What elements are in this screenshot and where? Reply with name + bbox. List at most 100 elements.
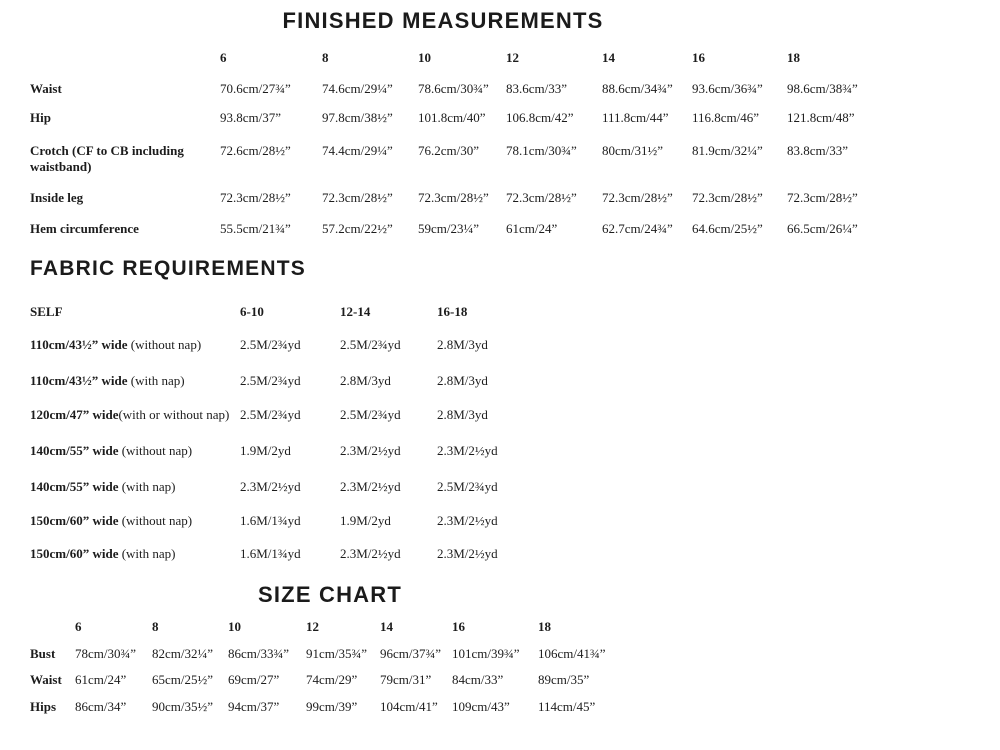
measurement-value: 61cm/24” xyxy=(75,672,127,687)
yardage-value: 2.3M/2½yd xyxy=(340,479,401,494)
fm-size-header-row: 6 8 10 12 14 16 18 xyxy=(0,50,1000,68)
sc-size-header-row: 6 8 10 12 14 16 18 xyxy=(0,619,1000,637)
measurement-value: 61cm/24” xyxy=(506,221,558,236)
yardage-value: 2.5M/2¾yd xyxy=(437,479,498,494)
fr-row-110-with-nap: 110cm/43½” wide (with nap) 2.5M/2¾yd 2.8… xyxy=(0,373,1000,391)
measurement-value: 72.3cm/28½” xyxy=(322,190,393,205)
measurement-value: 97.8cm/38½” xyxy=(322,110,393,125)
measurement-value: 74cm/29” xyxy=(306,672,358,687)
measurement-value: 109cm/43” xyxy=(452,699,510,714)
size-header: 16 xyxy=(452,619,465,634)
fabric-width-label: 150cm/60” wide (with nap) xyxy=(30,546,176,562)
fr-row-140-with-nap: 140cm/55” wide (with nap) 2.3M/2½yd 2.3M… xyxy=(0,479,1000,497)
measurement-value: 55.5cm/21¾” xyxy=(220,221,291,236)
yardage-value: 2.5M/2¾yd xyxy=(340,407,401,422)
row-label: Hip xyxy=(30,110,51,125)
size-chart-title: SIZE CHART xyxy=(258,582,402,607)
measurement-value: 106.8cm/42” xyxy=(506,110,574,125)
measurement-value: 93.6cm/36¾” xyxy=(692,81,763,96)
fabric-width-bold: 110cm/43½” wide xyxy=(30,337,128,352)
fabric-width-bold: 140cm/55” wide xyxy=(30,479,119,494)
measurement-value: 106cm/41¾” xyxy=(538,646,606,661)
measurement-value: 69cm/27” xyxy=(228,672,280,687)
size-group-header: 16-18 xyxy=(437,304,468,319)
yardage-value: 2.5M/2¾yd xyxy=(240,373,301,388)
measurement-value: 72.3cm/28½” xyxy=(602,190,673,205)
measurement-value: 76.2cm/30” xyxy=(418,143,480,158)
fabric-nap-note: (without nap) xyxy=(118,443,193,458)
size-header: 10 xyxy=(418,50,431,65)
fabric-nap-note: (with or without nap) xyxy=(118,407,230,422)
yardage-value: 1.9M/2yd xyxy=(340,513,391,528)
size-header: 8 xyxy=(152,619,159,634)
measurement-value: 86cm/34” xyxy=(75,699,127,714)
fabric-nap-note: (with nap) xyxy=(118,546,176,561)
measurement-value: 74.4cm/29¼” xyxy=(322,143,393,158)
measurement-value: 84cm/33” xyxy=(452,672,504,687)
size-header: 8 xyxy=(322,50,329,65)
row-label: Bust xyxy=(30,646,56,661)
yardage-value: 2.5M/2¾yd xyxy=(240,407,301,422)
measurement-value: 79cm/31” xyxy=(380,672,432,687)
measurement-value: 114cm/45” xyxy=(538,699,596,714)
fm-row-hip: Hip 93.8cm/37” 97.8cm/38½” 101.8cm/40” 1… xyxy=(0,110,1000,128)
row-label: Crotch (CF to CB including waistband) xyxy=(30,143,184,175)
measurement-value: 72.3cm/28½” xyxy=(220,190,291,205)
measurement-value: 89cm/35” xyxy=(538,672,590,687)
size-header: 14 xyxy=(380,619,393,634)
measurement-value: 90cm/35½” xyxy=(152,699,214,714)
yardage-value: 2.5M/2¾yd xyxy=(340,337,401,352)
size-group-header: 6-10 xyxy=(240,304,264,319)
yardage-value: 2.3M/2½yd xyxy=(437,443,498,458)
row-label: Waist xyxy=(30,672,62,687)
size-header: 10 xyxy=(228,619,241,634)
measurement-value: 78.1cm/30¾” xyxy=(506,143,577,158)
fm-row-waist: Waist 70.6cm/27¾” 74.6cm/29¼” 78.6cm/30¾… xyxy=(0,81,1000,99)
measurement-value: 93.8cm/37” xyxy=(220,110,282,125)
fabric-nap-note: (without nap) xyxy=(127,337,202,352)
fm-row-inside-leg: Inside leg 72.3cm/28½” 72.3cm/28½” 72.3c… xyxy=(0,190,1000,208)
measurement-value: 57.2cm/22½” xyxy=(322,221,393,236)
measurement-value: 80cm/31½” xyxy=(602,143,664,158)
measurement-value: 66.5cm/26¼” xyxy=(787,221,858,236)
fabric-requirements-title: FABRIC REQUIREMENTS xyxy=(30,257,306,280)
measurement-value: 72.3cm/28½” xyxy=(692,190,763,205)
fabric-width-label: 140cm/55” wide (with nap) xyxy=(30,479,176,495)
fr-row-150-without-nap: 150cm/60” wide (without nap) 1.6M/1¾yd 1… xyxy=(0,513,1000,531)
size-header: 12 xyxy=(306,619,319,634)
measurement-value: 72.6cm/28½” xyxy=(220,143,291,158)
size-header: 14 xyxy=(602,50,615,65)
size-header: 6 xyxy=(75,619,82,634)
fabric-width-bold: 110cm/43½” wide xyxy=(30,373,128,388)
yardage-value: 1.6M/1¾yd xyxy=(240,546,301,561)
measurement-value: 86cm/33¾” xyxy=(228,646,290,661)
row-label: Inside leg xyxy=(30,190,84,205)
measurement-value: 78.6cm/30¾” xyxy=(418,81,489,96)
yardage-value: 2.8M/3yd xyxy=(437,407,488,422)
yardage-value: 2.3M/2½yd xyxy=(240,479,301,494)
yardage-value: 2.8M/3yd xyxy=(340,373,391,388)
finished-measurements-title: FINISHED MEASUREMENTS xyxy=(282,8,604,33)
measurement-value: 116.8cm/46” xyxy=(692,110,760,125)
sc-row-hips: Hips 86cm/34” 90cm/35½” 94cm/37” 99cm/39… xyxy=(0,699,1000,717)
fabric-nap-note: (with nap) xyxy=(118,479,176,494)
size-header: 12 xyxy=(506,50,519,65)
fr-row-140-without-nap: 140cm/55” wide (without nap) 1.9M/2yd 2.… xyxy=(0,443,1000,461)
yardage-value: 1.6M/1¾yd xyxy=(240,513,301,528)
yardage-value: 2.5M/2¾yd xyxy=(240,337,301,352)
measurement-value: 72.3cm/28½” xyxy=(418,190,489,205)
fabric-nap-note: (without nap) xyxy=(118,513,193,528)
measurement-value: 82cm/32¼” xyxy=(152,646,214,661)
fr-header-row: SELF 6-10 12-14 16-18 xyxy=(0,304,1000,322)
measurement-value: 72.3cm/28½” xyxy=(506,190,577,205)
fabric-width-label: 150cm/60” wide (without nap) xyxy=(30,513,192,529)
yardage-value: 2.3M/2½yd xyxy=(340,443,401,458)
row-label: Hips xyxy=(30,699,57,714)
sc-row-waist: Waist 61cm/24” 65cm/25½” 69cm/27” 74cm/2… xyxy=(0,672,1000,690)
yardage-value: 2.8M/3yd xyxy=(437,337,488,352)
fabric-width-label: 120cm/47” wide(with or without nap) xyxy=(30,407,229,423)
measurement-value: 121.8cm/48” xyxy=(787,110,855,125)
fabric-width-label: 110cm/43½” wide (without nap) xyxy=(30,337,201,353)
measurement-value: 83.8cm/33” xyxy=(787,143,849,158)
